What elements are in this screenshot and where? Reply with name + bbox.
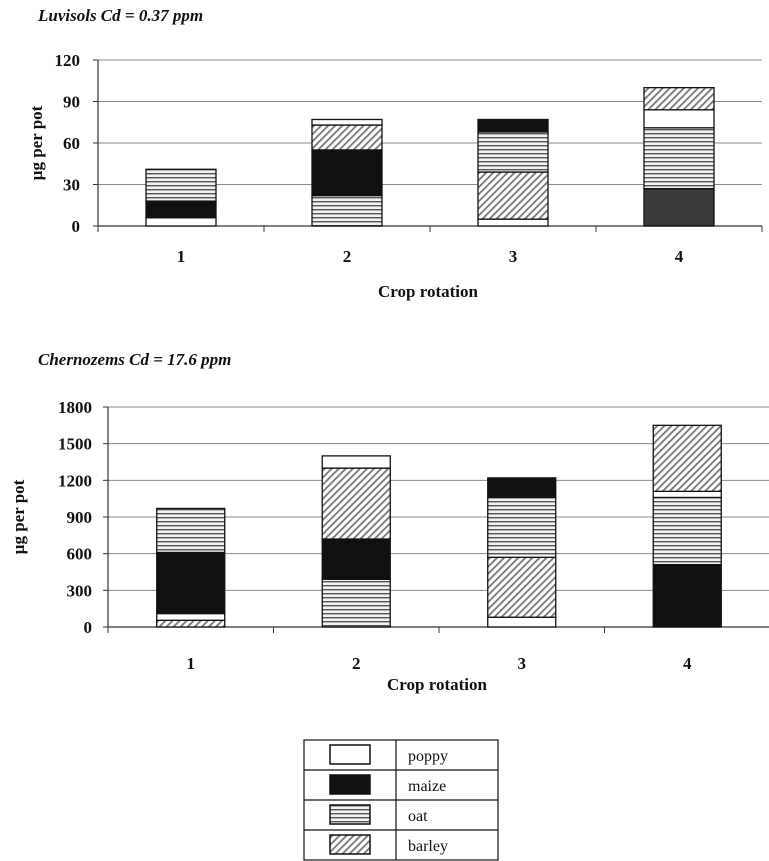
chart-2-bar-2-poppy [321,455,391,469]
chart-1-bar-4-poppy [643,109,715,129]
chart-2-bar-1-barley [156,619,226,628]
chart-2-ytick-label: 900 [67,508,93,527]
chart-2-bar-4-poppy [652,490,722,499]
chart-2-category-label: 4 [683,654,692,673]
chart-2-bar-1-poppy [156,612,226,621]
legend-swatch-poppy [329,744,371,765]
legend-swatch-barley [329,834,371,855]
chart-1-bar-1-oat [145,168,217,202]
chart-1-title: Luvisols Cd = 0.37 ppm [38,6,204,25]
chart-1-category-label: 1 [177,247,186,266]
chart-1-bar-4-barley [643,87,715,111]
chart-1-bar-2-oat [311,194,383,227]
chart-1-ytick-label: 90 [63,93,80,112]
legend-label-barley: barley [408,838,448,855]
chart-1-bar-2-barley [311,124,383,151]
chart-1-ytick-label: 0 [72,217,81,236]
chart-1-bar-4-oat [643,127,715,190]
chart-2-category-label: 2 [352,654,361,673]
chart-1-bar-3-poppy [477,218,549,227]
chart-1-y-axis-title: µg per pot [27,105,46,180]
chart-2-x-axis-title: Crop rotation [387,675,488,694]
chart-2-bar-3-barley [487,556,557,618]
chart-2-y-axis-title: µg per pot [9,479,28,554]
chart-1-bar-2-maize [311,149,383,197]
chart-2-ytick-label: 1200 [58,471,92,490]
chart-2-bar-4-maize [652,564,722,628]
chart-2-bar-4-oat [652,496,722,566]
legend-swatch-oat [329,804,371,825]
chart-2-bar-3-oat [487,496,557,558]
chart-2-ytick-label: 1500 [58,435,92,454]
chart-1-category-label: 4 [675,247,684,266]
chart-2-bar-2-maize [321,538,391,580]
chart-1-category-label: 2 [343,247,352,266]
legend-swatch-maize [329,774,371,795]
chart-1-bar-3-maize [477,118,549,133]
chart-2-bar-1-maize [156,551,226,615]
legend-label-poppy: poppy [408,748,448,765]
chart-1-bar-3-barley [477,171,549,220]
chart-2-category-label: 3 [518,654,527,673]
chart-1-category-label: 3 [509,247,518,266]
chart-1-ytick-label: 30 [63,176,80,195]
chart-2-category-label: 1 [187,654,196,673]
chart-2-bar-3-poppy [487,616,557,628]
chart-1-bar-1-maize [145,200,217,219]
chart-2-ytick-label: 600 [67,545,93,564]
chart-1-bar-3-oat [477,131,549,173]
chart-1-bar-1-poppy [145,217,217,227]
chart-2-bar-1-oat [156,507,226,554]
chart-2-bar-2-oat [321,578,391,628]
chart-1-ytick-label: 120 [55,51,81,70]
chart-2-bar-4-barley [652,424,722,492]
chart-2-ytick-label: 300 [67,581,93,600]
legend-label-oat: oat [408,808,428,825]
chart-1-bar-4-other [643,187,715,227]
chart-2-title: Chernozems Cd = 17.6 ppm [38,350,232,369]
chart-2-bar-2-barley [321,467,391,540]
chart-1-ytick-label: 60 [63,134,80,153]
chart-1-bar-2-poppy [311,118,383,126]
chart-2-bar-3-maize [487,477,557,499]
chart-1-x-axis-title: Crop rotation [378,282,479,301]
legend-label-maize: maize [408,778,446,795]
chart-2-ytick-label: 0 [84,618,93,637]
chart-2-ytick-label: 1800 [58,398,92,417]
